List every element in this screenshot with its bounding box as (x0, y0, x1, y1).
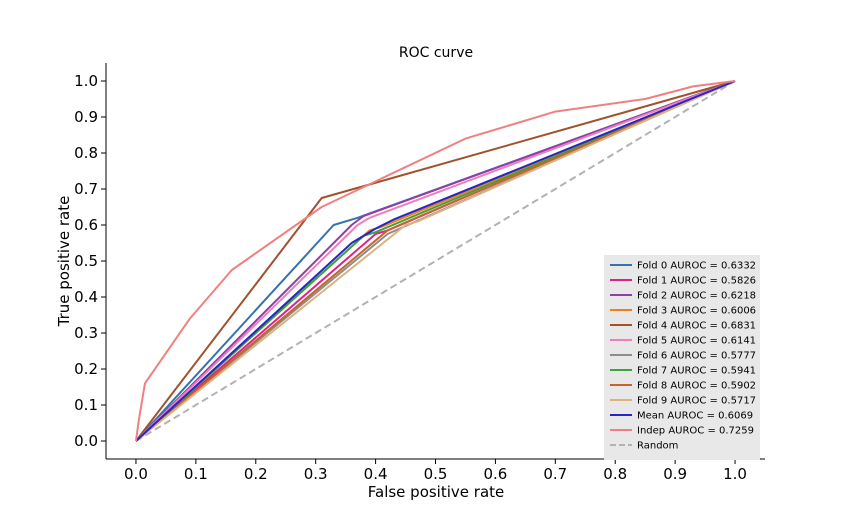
x-tick-label: 0.0 (124, 465, 148, 483)
series-line-2 (135, 80, 736, 442)
legend-entry-2: Fold 2 AUROC = 0.6218 (637, 291, 756, 302)
legend-entry-8: Fold 8 AUROC = 0.5902 (637, 381, 756, 392)
y-tick-label: 0.6 (74, 216, 98, 234)
y-tick-label: 0.1 (74, 396, 98, 414)
legend: Fold 0 AUROC = 0.6332 Fold 1 AUROC = 0.58… (604, 255, 760, 460)
y-tick-label: 0.4 (74, 288, 98, 306)
x-tick-label: 0.1 (184, 465, 208, 483)
y-tick-label: 0.8 (74, 144, 98, 162)
legend-entry-11: Indep AUROC = 0.7259 (637, 426, 754, 437)
legend-entry-9: Fold 9 AUROC = 0.5717 (637, 396, 756, 407)
series-line-12 (135, 80, 736, 442)
legend-entry-5: Fold 5 AUROC = 0.6141 (637, 336, 756, 347)
y-tick-label: 0.2 (74, 360, 98, 378)
legend-entry-4: Fold 4 AUROC = 0.6831 (637, 321, 756, 332)
x-tick-label: 0.6 (483, 465, 507, 483)
legend-entry-1: Fold 1 AUROC = 0.5826 (637, 276, 756, 287)
series-line-9 (135, 80, 736, 442)
x-tick-label: 0.2 (244, 465, 268, 483)
x-tick-label: 0.4 (364, 465, 388, 483)
legend-entry-0: Fold 0 AUROC = 0.6332 (637, 261, 756, 272)
series-line-4 (135, 80, 736, 442)
series-line-5 (135, 80, 736, 442)
y-axis-label: True positive rate (55, 196, 73, 328)
x-tick-label: 0.8 (603, 465, 627, 483)
legend-entry-10: Mean AUROC = 0.6069 (637, 411, 753, 422)
series-line-7 (135, 80, 736, 442)
y-tick-label: 0.3 (74, 324, 98, 342)
y-tick-label: 1.0 (74, 72, 98, 90)
legend-box (604, 255, 760, 460)
series-line-10 (135, 80, 736, 442)
x-tick-label: 0.9 (663, 465, 687, 483)
x-tick-label: 0.7 (543, 465, 567, 483)
x-tick-label: 0.3 (304, 465, 328, 483)
legend-entry-3: Fold 3 AUROC = 0.6006 (637, 306, 756, 317)
legend-entry-12: Random (637, 441, 678, 452)
y-tick-label: 0.9 (74, 108, 98, 126)
x-tick-label: 0.5 (424, 465, 448, 483)
plot-area (134, 80, 736, 442)
legend-entry-6: Fold 6 AUROC = 0.5777 (637, 351, 756, 362)
x-axis-label: False positive rate (368, 483, 505, 501)
y-tick-label: 0.5 (74, 252, 98, 270)
chart-title: ROC curve (399, 45, 473, 61)
axes: 0.0 0.1 0.2 0.3 0.4 0.5 0.6 0.7 0.8 0.9 1.0 0.0 0.1 0… (74, 63, 765, 483)
y-tick-label: 0.7 (74, 180, 98, 198)
series-line-11 (134, 80, 736, 442)
y-tick-label: 0.0 (74, 432, 98, 450)
legend-entry-7: Fold 7 AUROC = 0.5941 (637, 366, 756, 377)
series-line-8 (135, 80, 736, 442)
x-tick-label: 1.0 (723, 465, 747, 483)
